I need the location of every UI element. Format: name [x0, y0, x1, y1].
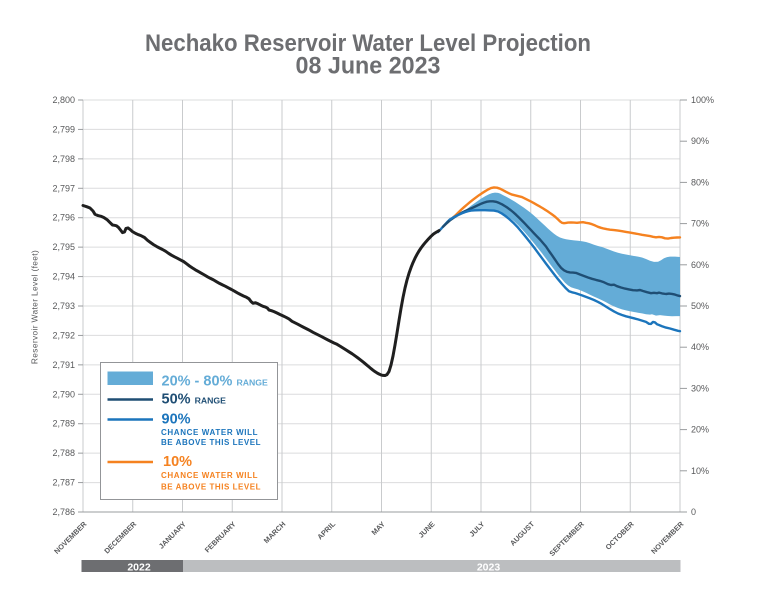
svg-text:2,795: 2,795	[52, 242, 75, 252]
svg-text:60%: 60%	[691, 260, 709, 270]
svg-text:CHANCE WATER WILL: CHANCE WATER WILL	[161, 428, 258, 437]
svg-text:2,789: 2,789	[52, 419, 75, 429]
svg-text:0: 0	[691, 507, 696, 517]
svg-text:08 June 2023: 08 June 2023	[296, 53, 441, 80]
svg-text:2023: 2023	[477, 561, 501, 573]
svg-text:2,790: 2,790	[52, 389, 75, 399]
svg-text:80%: 80%	[691, 177, 709, 187]
svg-text:Nechako Reservoir Water Level: Nechako Reservoir Water Level Projection	[145, 30, 591, 57]
svg-text:2,793: 2,793	[52, 301, 75, 311]
svg-text:2,799: 2,799	[52, 124, 75, 134]
svg-text:2,788: 2,788	[52, 448, 75, 458]
svg-text:90%: 90%	[691, 136, 709, 146]
svg-text:20%: 20%	[691, 425, 709, 435]
svg-text:20% - 80% RANGE: 20% - 80% RANGE	[162, 374, 269, 390]
svg-text:CHANCE WATER WILL: CHANCE WATER WILL	[161, 471, 258, 480]
svg-text:2,796: 2,796	[52, 213, 75, 223]
svg-text:2,792: 2,792	[52, 330, 75, 340]
svg-text:2,791: 2,791	[52, 360, 75, 370]
svg-text:10%: 10%	[691, 466, 709, 476]
svg-text:30%: 30%	[691, 383, 709, 393]
svg-text:50%: 50%	[691, 301, 709, 311]
svg-text:2,800: 2,800	[52, 95, 75, 105]
svg-text:Reservoir Water Level (feet): Reservoir Water Level (feet)	[30, 250, 40, 364]
svg-text:50% RANGE: 50% RANGE	[162, 392, 227, 408]
svg-text:2,787: 2,787	[52, 478, 75, 488]
svg-text:2,794: 2,794	[52, 272, 75, 282]
svg-text:BE ABOVE THIS LEVEL: BE ABOVE THIS LEVEL	[161, 482, 261, 491]
svg-text:BE ABOVE THIS LEVEL: BE ABOVE THIS LEVEL	[161, 438, 261, 447]
svg-text:90%: 90%	[162, 412, 191, 428]
svg-text:2,797: 2,797	[52, 183, 75, 193]
svg-text:2,786: 2,786	[52, 507, 75, 517]
svg-text:10%: 10%	[163, 454, 192, 470]
svg-text:40%: 40%	[691, 342, 709, 352]
svg-text:70%: 70%	[691, 219, 709, 229]
svg-text:2022: 2022	[127, 561, 151, 573]
svg-text:100%: 100%	[691, 95, 714, 105]
svg-text:2,798: 2,798	[52, 154, 75, 164]
